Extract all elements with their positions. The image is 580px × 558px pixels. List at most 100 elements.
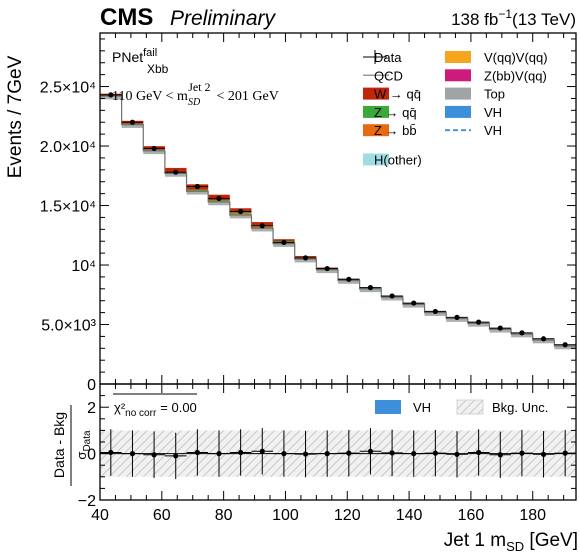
ratio-point: [194, 449, 200, 456]
stack-bar: [229, 213, 252, 216]
ratio-y-label-top: Data - Bkg: [51, 412, 67, 478]
cms-label: CMS: [100, 4, 153, 31]
ratio-point: [346, 450, 352, 456]
stacked-histograms: [100, 93, 576, 347]
legend-swatch: [363, 124, 389, 137]
main-x-ticks: [99, 33, 565, 384]
qcd-band: [532, 339, 555, 344]
data-point: [238, 208, 244, 215]
qcd-band: [467, 323, 490, 327]
ratio-point: [389, 450, 395, 456]
ratio-point: [151, 452, 157, 458]
y-tick-label: 1.5×10⁴: [40, 199, 96, 216]
legend-label: V(qq)V(qq): [484, 50, 548, 65]
qcd-line: [100, 95, 576, 347]
legend-swatch: [363, 87, 389, 100]
ratio-point: [432, 450, 438, 456]
ratio-point: [324, 451, 330, 457]
qcd-band: [402, 304, 425, 308]
ratio-point: [367, 448, 374, 454]
legend-swatch: [363, 153, 389, 166]
x-tick-label: 80: [215, 507, 233, 524]
qcd-band: [489, 329, 512, 333]
ratio-y-tick-label: −2: [78, 493, 96, 510]
ratio-point: [519, 450, 525, 456]
ratio-point: [108, 449, 114, 456]
uncertainty-band: [100, 96, 576, 350]
data-point: [259, 223, 265, 229]
legend-swatch: [445, 51, 471, 63]
main-y-ticks: 0 5.0×10³ 10⁴ 1.5×10⁴ 2.0×10⁴ 2.5×10⁴: [40, 38, 576, 394]
stack-bar: [186, 189, 209, 191]
ratio-point: [216, 451, 222, 457]
x-tick-label: 40: [91, 507, 109, 524]
ratio-point: [259, 448, 265, 454]
data-point: [108, 92, 114, 98]
legend-label: Data: [374, 50, 402, 65]
ratio-point: [238, 449, 244, 456]
y-tick-label: 10⁴: [71, 258, 96, 275]
data-point: [194, 183, 200, 190]
legend-swatch: [363, 105, 389, 118]
legend-swatch: [445, 105, 471, 118]
ratio-point: [454, 451, 460, 457]
qcd-band: [316, 269, 338, 274]
preliminary-label: Preliminary: [170, 7, 277, 30]
qcd-band: [273, 243, 295, 247]
legend-label: Z → bb̄: [374, 123, 417, 138]
legend-swatch: [445, 87, 471, 100]
ratio-point: [562, 450, 568, 456]
data-point: [216, 195, 222, 201]
data-points: [100, 92, 576, 348]
x-tick-label: 120: [334, 507, 361, 524]
x-tick-label: 160: [458, 507, 485, 524]
ratio-point: [302, 451, 309, 457]
qcd-band: [446, 318, 468, 322]
data-point: [519, 330, 525, 336]
ratio-x-ticks: 40 60 80 100 120 140 160 180: [91, 384, 565, 524]
data-point: [432, 308, 438, 315]
lumi-energy: (13 TeV): [512, 10, 576, 29]
data-point: [562, 342, 568, 348]
qcd-band: [554, 345, 576, 350]
legend-label: QCD: [374, 68, 403, 83]
qcd-band: [121, 124, 144, 128]
data-point: [129, 119, 136, 125]
qcd-band: [251, 228, 274, 232]
legend-label: Z → qq̄: [374, 105, 417, 120]
main-panel: 0 5.0×10³ 10⁴ 1.5×10⁴ 2.0×10⁴ 2.5×10⁴ Events …: [5, 32, 577, 394]
legend-label: Z(bb)V(qq): [484, 68, 547, 83]
mass-cut-label: 110 GeV < mSDJet 2< 201 GeV: [112, 80, 279, 108]
qcd-band: [186, 191, 209, 195]
qcd-band: [338, 280, 360, 284]
qcd-band: [424, 312, 447, 316]
ratio-point: [476, 449, 482, 456]
data-point: [540, 336, 547, 342]
y-tick-label: 2.0×10⁴: [40, 139, 96, 156]
y-tick-label: 5.0×10³: [41, 318, 96, 335]
y-axis-label: Events / 7GeV: [5, 55, 26, 178]
data-point: [151, 145, 157, 152]
legend-label: W → qq̄: [374, 87, 421, 102]
ratio-point: [497, 452, 503, 458]
x-tick-label: 140: [396, 507, 423, 524]
ratio-vh-swatch: [375, 400, 401, 414]
ratio-point: [281, 451, 287, 457]
y-tick-label: 2.5×10⁴: [40, 80, 96, 97]
qcd-band: [229, 215, 252, 219]
legend-label: VH: [484, 123, 502, 138]
x-tick-label: 60: [153, 507, 171, 524]
ratio-vh-label: VH: [413, 400, 431, 415]
tagger-label: PNetfail Xbb: [112, 47, 169, 76]
lumi-label: 138 fb−1(13 TeV): [451, 7, 576, 29]
data-point: [173, 169, 179, 175]
data-point: [281, 239, 287, 246]
chi-label: χ²no corr = 0.00: [114, 400, 197, 419]
data-point: [346, 276, 352, 282]
data-point: [454, 314, 460, 320]
qcd-band: [381, 297, 403, 301]
qcd-band: [164, 173, 187, 177]
data-point: [411, 300, 417, 306]
ratio-point: [173, 453, 179, 459]
